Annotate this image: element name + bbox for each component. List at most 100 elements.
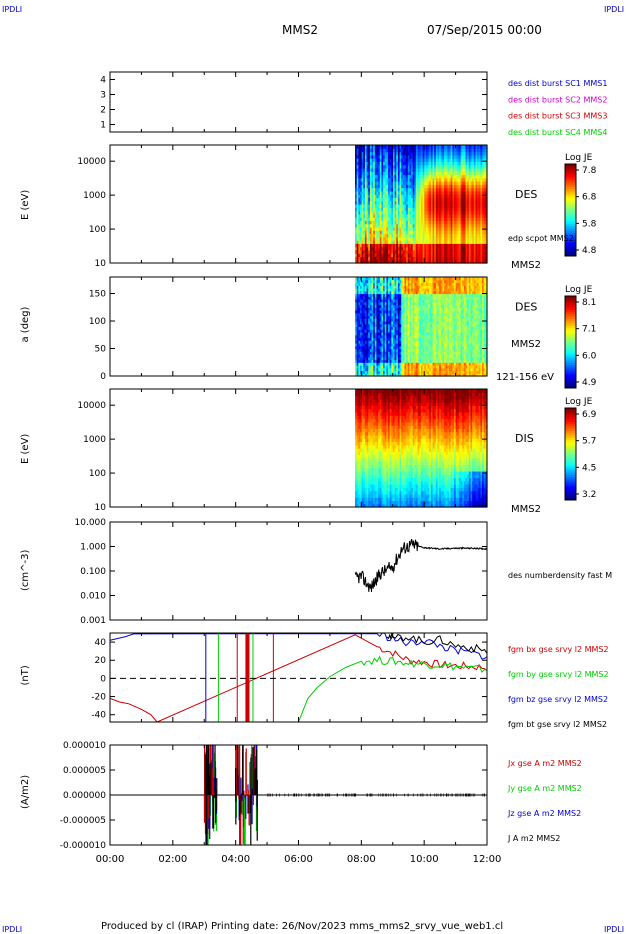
heatmap-cell [417,171,420,176]
heatmap-cell [402,171,406,176]
heatmap-cell [361,312,364,317]
heatmap-cell [419,187,422,192]
heatmap-cell [421,220,424,225]
heatmap-cell [411,145,414,149]
heatmap-cell [369,204,373,208]
heatmap-cell [356,290,359,295]
heatmap-cell [394,233,397,238]
heatmap-cell [458,177,462,182]
heatmap-cell [399,348,402,352]
heatmap-cell [366,253,369,258]
heatmap-cell [430,359,434,363]
heatmap-cell [392,161,396,166]
heatmap-cell [429,370,432,374]
heatmap-cell [376,236,379,241]
heatmap-cell [427,348,430,352]
heatmap-cell [401,243,404,248]
heatmap-cell [457,246,460,251]
heatmap-cell [373,220,376,225]
heatmap-cell [425,301,429,306]
heatmap-cell [422,345,425,350]
heatmap-cell [384,299,387,303]
heatmap-cell [406,301,409,306]
heatmap-cell [419,158,422,162]
heatmap-cell [475,194,478,199]
heatmap-cell [406,329,409,333]
heatmap-cell [376,312,379,317]
heatmap-cell [402,362,406,366]
heatmap-cell [391,210,394,215]
heatmap-cell [356,253,359,258]
heatmap-cell [458,200,462,205]
heatmap-cell [404,226,407,231]
heatmap-cell [429,301,432,306]
heatmap-cell [482,259,485,264]
heatmap-cell [406,167,409,172]
heatmap-cell [483,194,486,199]
heatmap-cell [358,277,361,281]
heatmap-cell [449,145,452,149]
heatmap-cell [439,197,442,202]
heatmap-cell [394,356,397,361]
heatmap-cell [368,282,371,286]
heatmap-cell [409,194,412,199]
heatmap-cell [360,197,363,202]
heatmap-cell [358,290,361,295]
heatmap-cell [416,210,419,215]
heatmap-cell [394,310,397,314]
heatmap-cell [429,154,432,159]
heatmap-cell [482,249,485,254]
heatmap-cell [445,148,449,153]
heatmap-cell [374,249,378,254]
heatmap-cell [404,307,407,311]
heatmap-cell [416,161,419,166]
heatmap-cell [416,220,419,225]
heatmap-cell [475,226,478,231]
heatmap-cell [373,285,376,289]
heatmap-cell [475,207,478,212]
heatmap-cell [450,167,453,172]
heatmap-cell [427,259,430,264]
heatmap-cell [467,220,470,225]
heatmap-cell [374,362,378,366]
heatmap-cell [434,213,437,218]
heatmap-cell [397,293,401,297]
heatmap-cell [455,194,458,199]
heatmap-cell [444,246,447,251]
colorbar-cell [565,228,576,232]
heatmap-cell [424,326,427,330]
heatmap-cell [391,290,394,295]
heatmap-cell [427,373,430,377]
heatmap-cell [399,200,402,205]
heatmap-cell [424,151,427,156]
heatmap-cell [473,184,477,189]
heatmap-cell [366,356,369,361]
heatmap-cell [468,154,472,159]
heatmap-cell [417,223,420,228]
heatmap-cell [429,348,432,352]
heatmap-cell [366,282,369,286]
heatmap-cell [445,184,449,189]
heatmap-cell [444,154,447,159]
heatmap-cell [384,207,387,212]
heatmap-cell [457,187,460,192]
heatmap-cell [366,277,369,281]
heatmap-cell [427,329,430,333]
heatmap-cell [381,158,384,162]
heatmap-cell [355,290,358,295]
heatmap-cell [412,164,416,169]
heatmap-cell [455,174,458,179]
heatmap-cell [358,253,361,258]
heatmap-cell [379,190,383,195]
heatmap-cell [406,259,409,264]
heatmap-cell [421,304,424,308]
heatmap-cell [369,343,373,347]
heatmap-cell [356,365,359,369]
heatmap-cell [463,204,467,208]
heatmap-cell [454,194,457,199]
heatmap-cell [366,373,369,377]
heatmap-cell [475,197,478,202]
heatmap-cell [425,296,429,300]
heatmap-cell [467,151,470,156]
heatmap-cell [468,190,472,195]
